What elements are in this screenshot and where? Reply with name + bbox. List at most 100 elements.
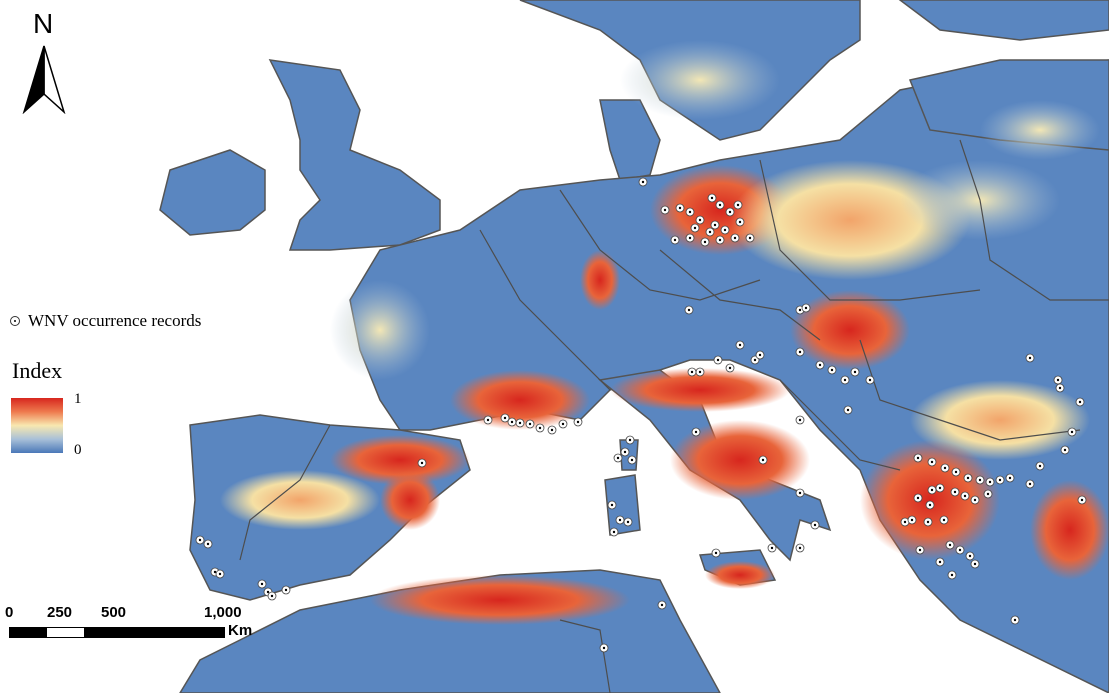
wnv-occurrence-point: [840, 375, 850, 385]
wnv-occurrence-points: [195, 177, 1087, 653]
wnv-occurrence-point: [951, 467, 961, 477]
wnv-occurrence-point: [1025, 479, 1035, 489]
wnv-occurrence-point: [947, 570, 957, 580]
wnv-occurrence-point: [705, 227, 715, 237]
occurrence-marker-icon: [10, 316, 20, 326]
wnv-occurrence-point: [733, 200, 743, 210]
legend-color-ramp: [11, 398, 63, 453]
wnv-occurrence-point: [267, 591, 277, 601]
wnv-occurrence-point: [417, 458, 427, 468]
wnv-occurrence-point: [907, 515, 917, 525]
risk-patches: [220, 40, 1109, 625]
wnv-occurrence-point: [660, 205, 670, 215]
great-britain: [268, 59, 441, 251]
wnv-occurrence-point: [695, 215, 705, 225]
wnv-occurrence-point: [687, 367, 697, 377]
legend-index-min: 0: [74, 442, 82, 458]
wnv-occurrence-point: [1025, 353, 1035, 363]
wnv-occurrence-point: [695, 367, 705, 377]
wnv-occurrence-point: [795, 543, 805, 553]
wnv-occurrence-point: [1077, 495, 1087, 505]
wnv-occurrence-point: [1075, 397, 1085, 407]
wnv-occurrence-point: [827, 365, 837, 375]
wnv-occurrence-point: [927, 485, 937, 495]
wnv-occurrence-point: [713, 355, 723, 365]
wnv-occurrence-point: [970, 559, 980, 569]
wnv-occurrence-point: [615, 515, 625, 525]
wnv-occurrence-point: [515, 418, 525, 428]
finland-north: [898, 0, 1109, 41]
wnv-occurrence-point: [535, 423, 545, 433]
wnv-occurrence-point: [1060, 445, 1070, 455]
wnv-occurrence-point: [573, 417, 583, 427]
wnv-occurrence-point: [675, 203, 685, 213]
wnv-occurrence-point: [795, 488, 805, 498]
wnv-occurrence-point: [609, 527, 619, 537]
wnv-occurrence-point: [1067, 427, 1077, 437]
wnv-occurrence-point: [730, 233, 740, 243]
wnv-occurrence-point: [1053, 375, 1063, 385]
wnv-occurrence-point: [725, 207, 735, 217]
wnv-occurrence-point: [691, 427, 701, 437]
wnv-occurrence-point: [657, 600, 667, 610]
wnv-occurrence-point: [925, 500, 935, 510]
wnv-occurrence-point: [935, 483, 945, 493]
scale-tick-label: 0: [5, 604, 14, 621]
wnv-occurrence-point: [923, 517, 933, 527]
wnv-occurrence-point: [725, 363, 735, 373]
wnv-occurrence-point: [715, 235, 725, 245]
wnv-occurrence-point: [985, 477, 995, 487]
wnv-occurrence-point: [203, 539, 213, 549]
wnv-occurrence-point: [960, 491, 970, 501]
wnv-occurrence-point: [795, 347, 805, 357]
wnv-occurrence-point: [257, 579, 267, 589]
wnv-occurrence-point: [620, 447, 630, 457]
wnv-occurrence-point: [939, 515, 949, 525]
wnv-occurrence-point: [801, 303, 811, 313]
wnv-occurrence-point: [970, 495, 980, 505]
wnv-occurrence-point: [525, 419, 535, 429]
wnv-occurrence-point: [690, 223, 700, 233]
wnv-occurrence-point: [685, 233, 695, 243]
scale-tick-label: 1,000: [204, 604, 242, 621]
wnv-occurrence-point: [815, 360, 825, 370]
scale-bar: [9, 627, 225, 638]
wnv-occurrence-point: [735, 340, 745, 350]
legend-occurrence: WNV occurrence records: [10, 311, 201, 331]
scale-tick-label: 250: [47, 604, 73, 621]
wnv-occurrence-point: [915, 545, 925, 555]
wnv-occurrence-point: [755, 350, 765, 360]
legend-index-title: Index: [12, 358, 63, 383]
wnv-occurrence-point: [995, 475, 1005, 485]
wnv-occurrence-point: [735, 217, 745, 227]
wnv-occurrence-point: [613, 453, 623, 463]
legend-occurrence-label: WNV occurrence records: [28, 311, 202, 330]
wnv-occurrence-point: [500, 413, 510, 423]
wnv-occurrence-point: [913, 493, 923, 503]
wnv-occurrence-point: [710, 220, 720, 230]
wnv-occurrence-point: [670, 235, 680, 245]
wnv-occurrence-point: [810, 520, 820, 530]
scale-bar-labels: 0 250 500 1,000: [0, 604, 280, 624]
wnv-occurrence-point: [1010, 615, 1020, 625]
wnv-occurrence-point: [684, 305, 694, 315]
wnv-occurrence-point: [700, 237, 710, 247]
wnv-occurrence-point: [913, 453, 923, 463]
wnv-occurrence-point: [758, 455, 768, 465]
wnv-occurrence-point: [599, 643, 609, 653]
wnv-occurrence-point: [1035, 461, 1045, 471]
wnv-occurrence-point: [607, 500, 617, 510]
scale-tick-label: 500: [101, 604, 127, 621]
wnv-occurrence-point: [558, 419, 568, 429]
wnv-occurrence-point: [215, 569, 225, 579]
wnv-occurrence-point: [715, 200, 725, 210]
wnv-occurrence-point: [1055, 383, 1065, 393]
north-label: N: [33, 8, 54, 39]
wnv-occurrence-point: [767, 543, 777, 553]
wnv-occurrence-point: [850, 367, 860, 377]
wnv-occurrence-point: [1005, 473, 1015, 483]
wnv-occurrence-point: [795, 415, 805, 425]
wnv-occurrence-point: [623, 517, 633, 527]
wnv-occurrence-point: [685, 207, 695, 217]
